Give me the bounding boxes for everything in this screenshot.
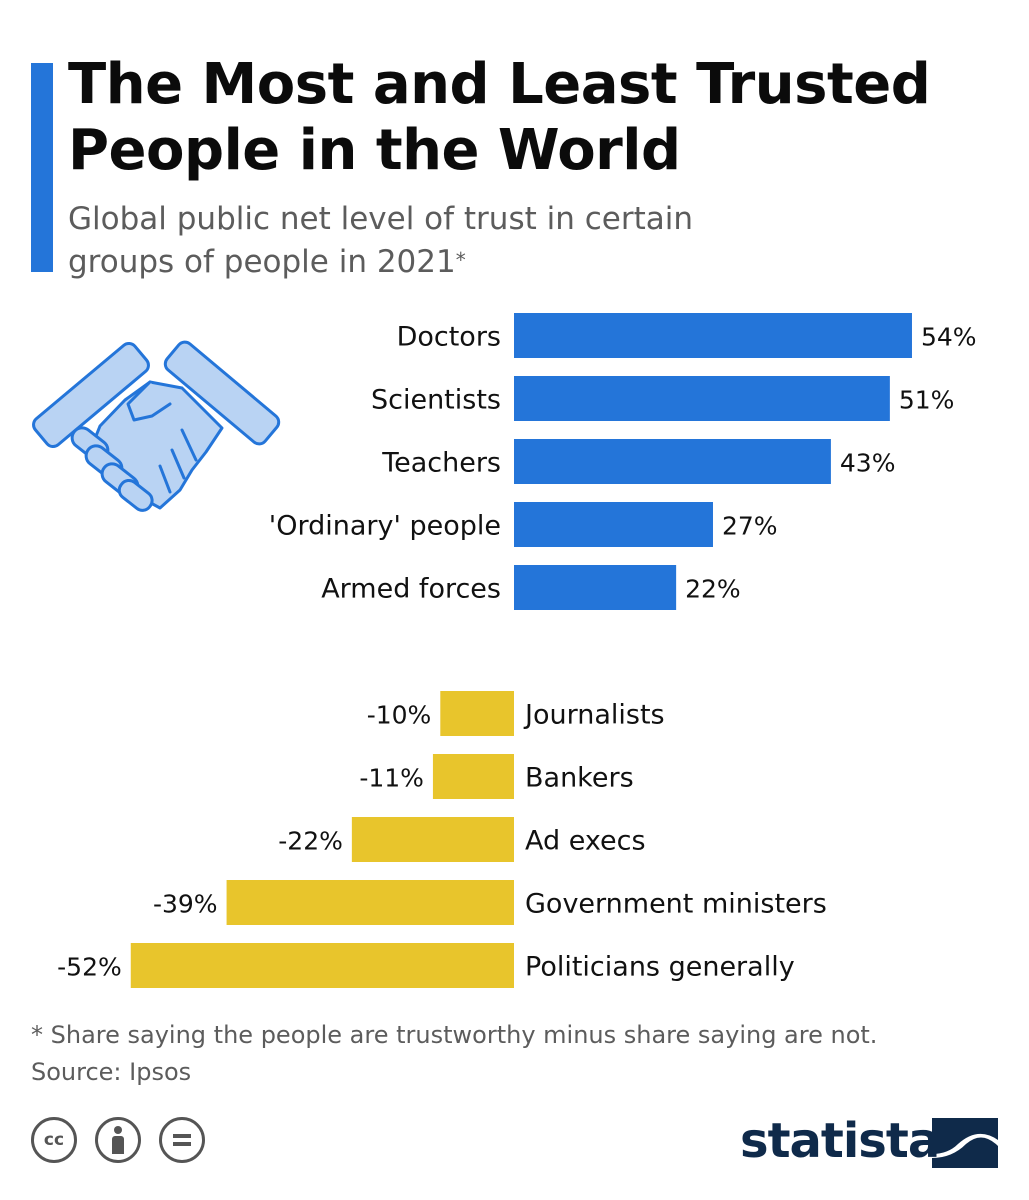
category-label-journalists: Journalists bbox=[523, 700, 665, 731]
statista-logo-text[interactable]: statista bbox=[740, 1113, 940, 1169]
footnote-note: * Share saying the people are trustworth… bbox=[31, 1021, 878, 1049]
value-label-scientists: 51% bbox=[899, 386, 955, 415]
value-label-politicians-generally: -52% bbox=[57, 953, 122, 982]
title-accent-bar bbox=[31, 63, 53, 272]
bar-government-ministers bbox=[226, 880, 514, 925]
category-label-government-ministers: Government ministers bbox=[525, 889, 827, 920]
value-label-doctors: 54% bbox=[921, 323, 977, 352]
value-label-teachers: 43% bbox=[840, 449, 896, 478]
category-label-scientists: Scientists bbox=[371, 385, 501, 416]
category-label-politicians-generally: Politicians generally bbox=[525, 952, 795, 983]
bar-scientists bbox=[514, 376, 890, 421]
subtitle-line-2: groups of people in 2021 bbox=[68, 244, 456, 280]
handshake-icon bbox=[32, 340, 281, 512]
subtitle-asterisk: * bbox=[455, 248, 466, 272]
bar-ad-execs bbox=[351, 817, 514, 862]
category-label-bankers: Bankers bbox=[525, 763, 634, 794]
footnote-source: Source: Ipsos bbox=[31, 1058, 192, 1086]
category-label-teachers: Teachers bbox=[381, 448, 501, 479]
bar-teachers bbox=[514, 439, 831, 484]
bar-politicians-generally bbox=[130, 943, 514, 988]
chart-title: The Most and Least Trusted People in the… bbox=[68, 52, 1008, 184]
license-icons: cc bbox=[31, 1117, 218, 1163]
value-label-bankers: -11% bbox=[359, 764, 424, 793]
category-label-doctors: Doctors bbox=[397, 322, 501, 353]
category-label-ordinary-people: 'Ordinary' people bbox=[269, 511, 501, 542]
category-label-armed-forces: Armed forces bbox=[321, 574, 501, 605]
bars-layer: Doctors 54% Scientists 51% Teachers 43% 'Ordin… bbox=[57, 313, 977, 988]
value-label-armed-forces: 22% bbox=[685, 575, 741, 604]
trust-bar-chart: Doctors 54% Scientists 51% Teachers 43% 'Ordin… bbox=[32, 313, 977, 988]
bar-ordinary-people bbox=[514, 502, 713, 547]
bar-journalists bbox=[440, 691, 514, 736]
bar-bankers bbox=[432, 754, 514, 799]
value-label-government-ministers: -39% bbox=[153, 890, 218, 919]
no-derivatives-icon[interactable] bbox=[159, 1117, 206, 1163]
attribution-icon[interactable] bbox=[95, 1117, 142, 1163]
statista-logo-icon bbox=[932, 1118, 998, 1168]
bar-armed-forces bbox=[514, 565, 677, 610]
value-label-ordinary-people: 27% bbox=[722, 512, 778, 541]
cc-icon[interactable]: cc bbox=[31, 1117, 77, 1163]
title-line-1: The Most and Least Trusted bbox=[68, 52, 931, 117]
bar-doctors bbox=[514, 313, 912, 358]
value-label-ad-execs: -22% bbox=[278, 827, 343, 856]
chart-subtitle: Global public net level of trust in cert… bbox=[68, 198, 768, 284]
category-label-ad-execs: Ad execs bbox=[525, 826, 646, 857]
footnote: * Share saying the people are trustworth… bbox=[31, 1017, 877, 1091]
title-line-2: People in the World bbox=[68, 118, 681, 183]
value-label-journalists: -10% bbox=[367, 701, 432, 730]
subtitle-line-1: Global public net level of trust in cert… bbox=[68, 201, 693, 237]
